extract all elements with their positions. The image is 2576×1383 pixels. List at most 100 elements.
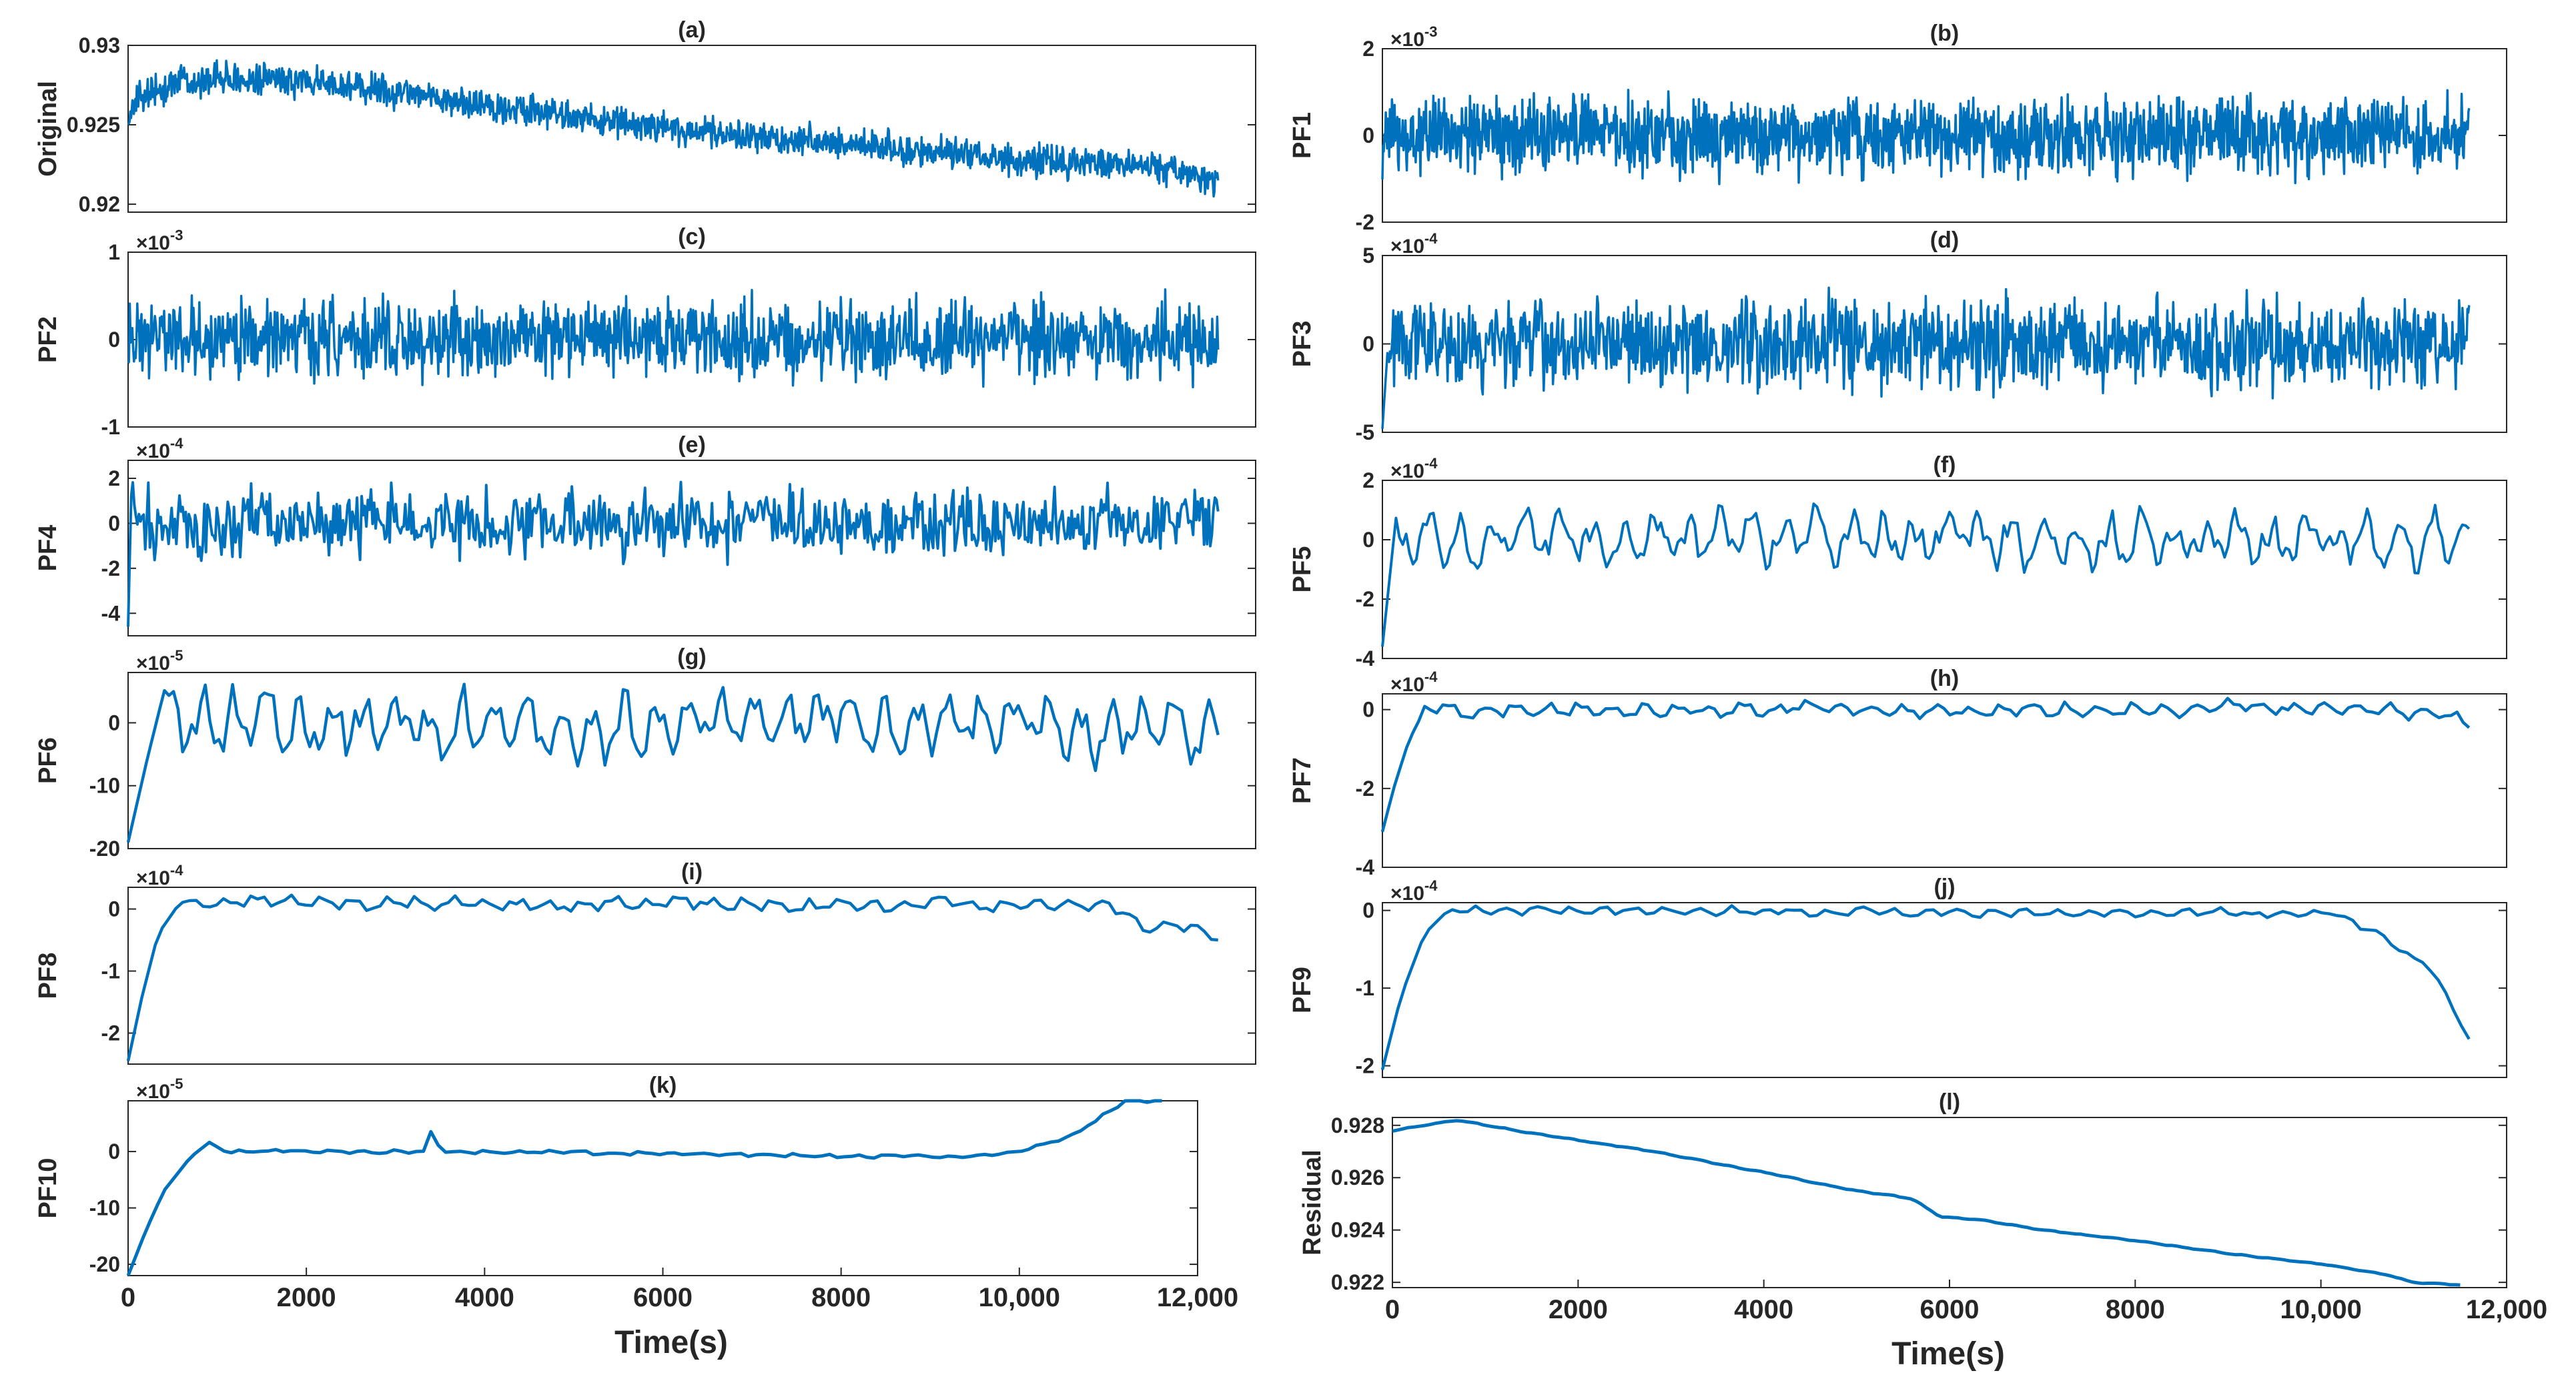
- x-tick-label-l-5: 10,000: [2280, 1295, 2361, 1324]
- series-line-i-0: [126, 893, 1218, 1061]
- y-tick-label-e-1: -2: [101, 556, 120, 580]
- x-tick-label-k-0: 0: [121, 1283, 135, 1312]
- y-exponent-value-f: -4: [1424, 455, 1438, 472]
- y-tick-label-h-0: -4: [1356, 855, 1375, 879]
- y-axis-label-e: PF4: [34, 525, 62, 572]
- y-exponent-value-i: -4: [170, 862, 183, 879]
- y-exponent-g: ×10-5: [136, 647, 183, 674]
- axes-box-h: [1382, 693, 2507, 868]
- chart-c: (c) PF2 ×10-3 -1 0 1: [34, 224, 1256, 439]
- y-exponent-d: ×10-4: [1390, 230, 1438, 258]
- chart-title-b: (b): [1930, 21, 1959, 46]
- y-tick-label-l-0: 0.922: [1331, 1270, 1384, 1294]
- y-tick-label-l-3: 0.928: [1331, 1113, 1384, 1137]
- y-axis-label-g: PF6: [34, 737, 62, 784]
- chart-j: (j) PF9 ×10-4 -2 -1 0: [1288, 875, 2507, 1078]
- chart-e: (e)PF4×10-4-4-202: [34, 432, 1256, 636]
- y-tick-label-l-1: 0.924: [1331, 1218, 1384, 1242]
- axes-box-f: [1382, 480, 2507, 659]
- y-tick-label-d-0: -5: [1356, 420, 1374, 444]
- series-line-g-0: [126, 682, 1220, 843]
- x-tick-label-k-1: 2000: [277, 1283, 336, 1312]
- x-tick-label-l-0: 0: [1385, 1295, 1400, 1324]
- series-line-l-0: [1392, 1119, 2461, 1287]
- x-tick-label-l-6: 12,000: [2466, 1295, 2547, 1324]
- y-exponent-value-d: -4: [1424, 230, 1438, 247]
- chart-title-f: (f): [1934, 452, 1956, 478]
- chart-b: (b) PF1 ×10-3 -2 0 2: [1288, 21, 2507, 234]
- chart-title-i: (i): [681, 859, 703, 885]
- chart-title-l: (l): [1939, 1089, 1960, 1115]
- chart-a: (a) Original 0.92 0.925 0.93: [34, 17, 1256, 216]
- y-exponent-f: ×10-4: [1390, 455, 1438, 482]
- y-tick-label-j-2: 0: [1362, 899, 1374, 923]
- y-axis-label-h: PF7: [1288, 757, 1316, 804]
- axes-box-l: [1392, 1117, 2507, 1288]
- chart-h: (h)PF7×10-4-4-20: [1288, 666, 2507, 879]
- y-tick-label-h-2: 0: [1362, 698, 1374, 722]
- y-exponent-value-e: -4: [170, 435, 183, 452]
- y-tick-label-j-1: -1: [1356, 976, 1374, 1000]
- y-tick-label-b-0: -2: [1356, 210, 1374, 234]
- y-tick-label-j-0: -2: [1356, 1054, 1374, 1078]
- series-line-j-0: [1380, 904, 2471, 1070]
- series-line-c-0: [127, 288, 1220, 389]
- y-exponent-value-k: -5: [170, 1075, 183, 1092]
- y-exponent-value-j: -4: [1424, 877, 1438, 894]
- y-tick-label-g-0: -20: [89, 837, 120, 861]
- y-axis-label-i: PF8: [34, 953, 62, 999]
- y-exponent-h: ×10-4: [1390, 668, 1438, 696]
- series-line-h-0: [1380, 697, 2471, 833]
- chart-title-c: (c): [678, 224, 706, 250]
- y-tick-label-e-0: -4: [101, 601, 121, 625]
- series-line-d-0: [1381, 286, 2471, 429]
- chart-title-a: (a): [678, 17, 706, 43]
- chart-k: (k) PF10 ×10-5 -20 -10 0 0 2000 4000 6000 8000 10,0…: [34, 1073, 1238, 1312]
- axes-box-j: [1382, 902, 2507, 1078]
- y-axis-label-b: PF1: [1288, 112, 1316, 159]
- x-tick-label-k-6: 12,000: [1157, 1283, 1238, 1312]
- x-tick-label-k-5: 10,000: [979, 1283, 1060, 1312]
- x-tick-label-k-3: 6000: [633, 1283, 693, 1312]
- y-tick-label-f-3: 2: [1362, 468, 1374, 492]
- y-tick-label-f-2: 0: [1362, 528, 1374, 552]
- x-tick-label-l-4: 8000: [2106, 1295, 2165, 1324]
- chart-g: (g) PF6 ×10-5 -20 -10 0: [34, 644, 1256, 861]
- y-tick-label-f-1: -2: [1356, 587, 1374, 611]
- y-exponent-k: ×10-5: [136, 1075, 183, 1103]
- chart-f: (f) PF5 ×10-4-4 -2 0 2: [1288, 452, 2507, 670]
- series-line-b-0: [1381, 88, 2471, 185]
- y-exponent-i: ×10-4: [136, 862, 183, 889]
- y-tick-label-g-1: -10: [89, 774, 120, 798]
- y-tick-label-i-2: 0: [108, 897, 120, 921]
- y-tick-label-k-1: -10: [89, 1196, 120, 1220]
- y-tick-label-l-2: 0.926: [1331, 1166, 1384, 1190]
- y-tick-label-a-0: 0.92: [79, 192, 120, 216]
- chart-title-d: (d): [1930, 227, 1959, 253]
- y-axis-label-f: PF5: [1288, 546, 1316, 593]
- y-tick-label-i-1: -1: [101, 959, 120, 983]
- x-tick-label-l-2: 4000: [1734, 1295, 1793, 1324]
- y-tick-label-e-2: 0: [108, 511, 120, 535]
- y-tick-label-d-2: 5: [1362, 244, 1374, 268]
- x-axis-label-left: Time(s): [614, 1325, 728, 1360]
- chart-title-e: (e): [678, 432, 706, 458]
- y-exponent-e: ×10-4: [136, 435, 183, 462]
- y-exponent-value-b: -3: [1424, 23, 1438, 40]
- y-tick-label-a-2: 0.93: [79, 33, 120, 57]
- y-exponent-value-c: -3: [170, 227, 183, 244]
- x-tick-label-l-3: 6000: [1920, 1295, 1980, 1324]
- y-tick-label-h-1: -2: [1356, 777, 1374, 801]
- y-tick-label-c-0: -1: [101, 415, 120, 439]
- x-axis-label-right: Time(s): [1891, 1336, 2005, 1372]
- y-tick-label-b-1: 0: [1362, 123, 1374, 147]
- axes-box-i: [127, 887, 1256, 1065]
- x-tick-label-l-1: 2000: [1549, 1295, 1608, 1324]
- x-tick-label-k-2: 4000: [455, 1283, 514, 1312]
- y-tick-label-c-1: 0: [108, 328, 120, 352]
- x-tick-label-k-4: 8000: [811, 1283, 871, 1312]
- chart-d: (d) PF3 ×10-4 -5 0 5: [1288, 227, 2507, 444]
- y-tick-label-e-3: 2: [108, 466, 120, 490]
